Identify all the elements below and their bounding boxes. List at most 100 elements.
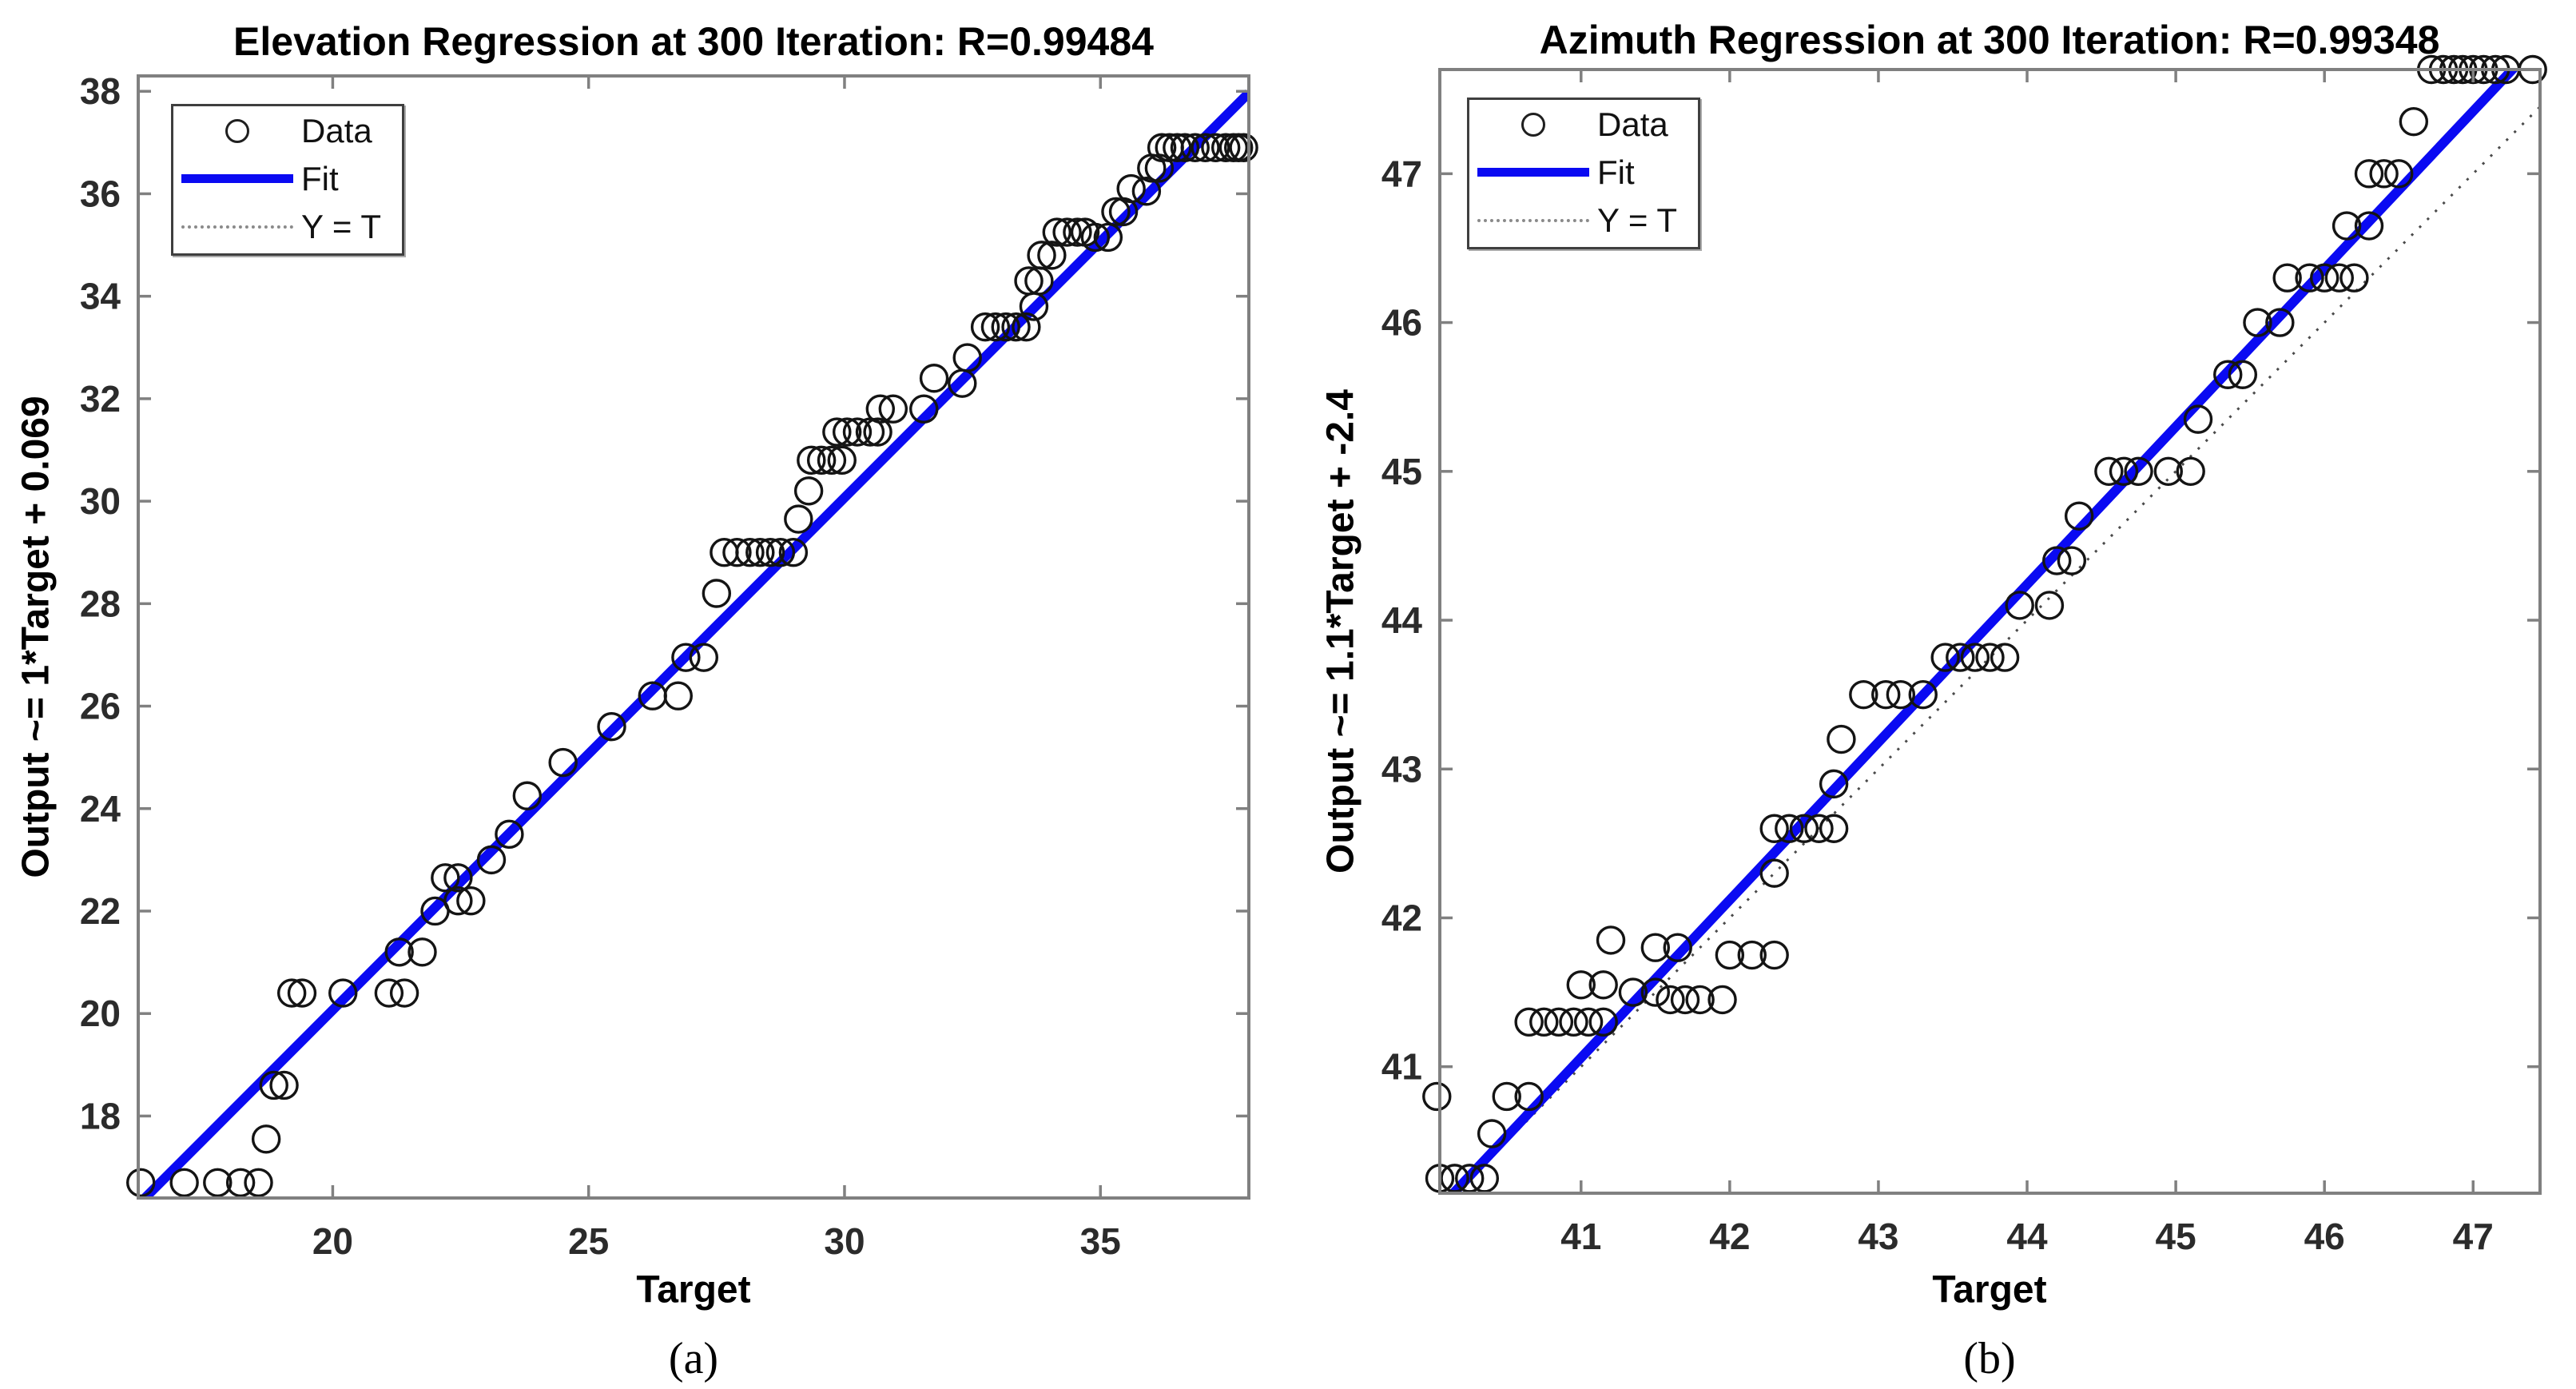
data-point-marker xyxy=(1827,724,1856,754)
data-point-marker xyxy=(1063,217,1092,247)
azimuth-caption: (b) xyxy=(1963,1334,2016,1383)
data-point-marker xyxy=(1037,241,1067,270)
x-tick-label: 35 xyxy=(1080,1220,1121,1262)
data-point-marker xyxy=(251,1124,281,1154)
data-point-marker xyxy=(1116,173,1146,204)
data-point-marker xyxy=(1477,1119,1507,1148)
data-point-marker xyxy=(1990,643,2020,672)
data-point-marker xyxy=(671,643,701,672)
data-point-marker xyxy=(991,312,1020,342)
elevation-legend: Data Fit Y = T xyxy=(171,104,404,256)
data-point-marker xyxy=(374,978,404,1008)
azimuth-plot-canvas: 41 42 43 44 45 46 47 41 42 43 44 45 46 47 xyxy=(1381,54,2547,1257)
data-point-marker xyxy=(1685,985,1715,1015)
data-point-marker xyxy=(755,538,785,567)
data-point-marker xyxy=(1759,858,1789,888)
data-point-marker xyxy=(909,394,939,424)
data-point-marker xyxy=(2005,591,2034,620)
data-point-marker xyxy=(1170,133,1200,162)
data-point-marker xyxy=(169,1168,199,1197)
data-point-marker xyxy=(1210,133,1241,162)
data-point-marker xyxy=(970,312,1000,342)
x-tick-label: 20 xyxy=(312,1220,353,1262)
data-point-marker xyxy=(1946,643,1975,672)
data-point-marker xyxy=(1737,940,1767,970)
data-point-marker xyxy=(2064,501,2094,531)
elevation-plot-title: Elevation Regression at 300 Iteration: R… xyxy=(233,19,1154,64)
data-point-marker xyxy=(1804,814,1834,843)
data-point-marker xyxy=(1618,977,1648,1007)
data-point-marker xyxy=(919,364,949,393)
axes-box xyxy=(137,74,1250,1200)
data-point-marker xyxy=(2109,456,2139,487)
data-point-marker xyxy=(817,445,847,476)
data-point-marker xyxy=(2094,456,2124,487)
data-point-marker xyxy=(1544,1007,1574,1037)
data-point-marker xyxy=(2295,263,2324,293)
elevation-caption: (a) xyxy=(668,1334,719,1383)
legend-item-fit: Fit xyxy=(173,155,402,202)
y-tick-label: 28 xyxy=(80,583,121,624)
data-point-marker xyxy=(1422,1081,1452,1112)
data-point-marker xyxy=(1559,1007,1588,1037)
data-point-marker xyxy=(1908,679,1938,710)
legend-item-data: Data xyxy=(1469,101,1698,148)
data-point-marker xyxy=(1514,1007,1544,1037)
elevation-x-axis-label: Target xyxy=(636,1268,751,1311)
data-point-marker xyxy=(797,445,826,476)
data-point-marker xyxy=(1492,1081,1521,1112)
data-point-marker xyxy=(276,978,307,1008)
data-point-marker xyxy=(1975,643,2005,672)
data-point-marker xyxy=(765,538,796,567)
data-point-marker xyxy=(2124,456,2153,487)
data-point-marker xyxy=(2369,159,2399,189)
data-point-marker xyxy=(1819,769,1849,799)
data-point-marker xyxy=(863,417,892,447)
data-point-marker xyxy=(793,476,824,506)
x-tick-label: 30 xyxy=(824,1220,865,1262)
data-point-marker xyxy=(1670,985,1700,1015)
data-point-marker xyxy=(1640,933,1671,962)
data-point-marker xyxy=(269,1070,299,1100)
data-point-marker xyxy=(2339,263,2369,293)
data-point-marker xyxy=(1849,679,1878,710)
data-point-marker xyxy=(443,863,473,893)
data-point-marker xyxy=(126,1168,156,1197)
data-marker-icon xyxy=(1469,112,1597,137)
elevation-plot-canvas: 20 25 30 35 18 20 22 24 26 28 30 32 34 36 38 xyxy=(80,70,1258,1262)
azimuth-y-axis-label: Output ~= 1.1*Target + -2.4 xyxy=(1319,389,1362,874)
data-point-marker xyxy=(1573,1007,1604,1037)
data-point-marker xyxy=(2309,263,2339,293)
y-tick-label: 43 xyxy=(1381,748,1422,790)
data-point-marker xyxy=(328,978,358,1008)
fit-line-icon xyxy=(173,174,301,183)
y-tick-label: 24 xyxy=(80,788,121,830)
data-point-marker xyxy=(702,579,732,608)
y-tick-label: 46 xyxy=(1381,302,1422,344)
fit-line-icon xyxy=(1469,168,1597,177)
data-point-marker xyxy=(663,681,693,710)
data-point-marker xyxy=(1656,985,1685,1015)
x-tick-label: 46 xyxy=(2304,1216,2345,1257)
y-tick-label: 47 xyxy=(1381,153,1422,194)
identity-line xyxy=(1453,105,2542,1195)
x-tick-label: 44 xyxy=(2006,1216,2048,1257)
data-point-marker xyxy=(832,417,862,447)
data-point-marker xyxy=(495,819,524,850)
data-point-marker xyxy=(1514,1081,1544,1112)
data-point-marker xyxy=(1640,977,1671,1007)
data-point-marker xyxy=(1588,1007,1618,1037)
legend-item-data: Data xyxy=(173,107,402,154)
data-point-marker xyxy=(865,394,896,424)
data-point-marker xyxy=(1715,940,1745,970)
x-tick-label: 47 xyxy=(2453,1216,2494,1257)
data-point-marker xyxy=(2324,263,2354,293)
data-point-marker xyxy=(1052,217,1082,247)
legend-label-fit: Fit xyxy=(301,159,339,197)
data-point-marker xyxy=(1566,970,1596,1000)
data-point-marker xyxy=(1131,177,1162,206)
data-point-marker xyxy=(1101,197,1131,227)
data-point-marker xyxy=(2213,360,2243,389)
data-point-marker xyxy=(1229,133,1258,162)
y-tick-label: 22 xyxy=(80,890,121,932)
